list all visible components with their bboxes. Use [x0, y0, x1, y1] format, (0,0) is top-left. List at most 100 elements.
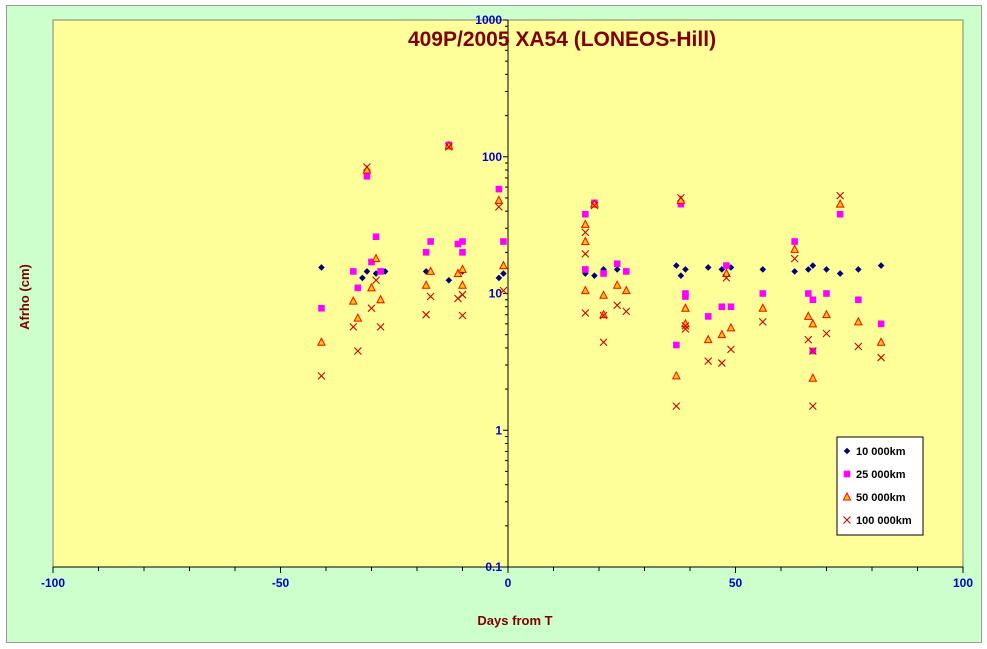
data-point	[805, 266, 812, 273]
data-point	[426, 266, 436, 275]
data-point	[809, 296, 817, 304]
chart-area: 0.1 1 10 100 1000 -100 -50 0 50 100 409P/2005 XA5…	[6, 5, 982, 643]
data-point	[422, 249, 430, 256]
data-point	[703, 334, 713, 344]
data-point	[672, 402, 681, 411]
series-triangle	[317, 140, 886, 382]
data-point	[673, 262, 680, 269]
scatter-chart: 0.1 1 10 100 1000 -100 -50 0 50 100 409P/2005 XA5…	[17, 13, 973, 628]
data-point	[499, 260, 508, 270]
data-point	[458, 311, 467, 320]
data-point	[458, 264, 467, 273]
data-point	[681, 303, 690, 312]
data-point	[855, 266, 862, 273]
data-point	[671, 370, 681, 380]
data-point	[599, 311, 608, 320]
data-point	[726, 322, 736, 332]
x-tick-label: -50	[272, 576, 290, 590]
data-point	[808, 373, 818, 382]
data-point	[421, 280, 431, 289]
x-axis-title: Days from T	[477, 613, 552, 628]
data-point	[318, 304, 325, 312]
data-point	[367, 282, 376, 292]
data-point	[759, 290, 767, 297]
data-point	[677, 194, 685, 202]
data-point	[363, 172, 371, 180]
data-point	[372, 270, 380, 277]
data-point	[853, 316, 863, 326]
data-point	[600, 270, 607, 277]
y-tick-label: 1	[495, 423, 502, 437]
data-point	[681, 325, 690, 333]
data-point	[704, 313, 712, 320]
data-point	[499, 286, 508, 295]
data-point	[682, 293, 689, 300]
data-point	[808, 402, 817, 411]
legend-box	[836, 436, 924, 536]
data-point	[580, 236, 590, 246]
data-point	[623, 268, 630, 275]
data-point	[350, 268, 357, 275]
y-tick-label: 1000	[475, 13, 502, 27]
data-point	[843, 470, 851, 478]
x-tick-label: 100	[953, 576, 973, 590]
y-tick-label: 100	[482, 150, 502, 164]
data-point	[363, 268, 371, 275]
data-point	[677, 200, 685, 208]
data-point	[458, 290, 467, 299]
data-point	[805, 290, 812, 297]
data-point	[580, 219, 590, 228]
data-point	[727, 345, 735, 354]
data-point	[843, 516, 851, 524]
data-point	[495, 185, 503, 193]
data-point	[376, 294, 386, 304]
data-point	[791, 238, 798, 245]
data-point	[842, 491, 852, 501]
data-point	[722, 274, 731, 282]
x-tick-label: -100	[41, 576, 65, 590]
data-point	[843, 447, 851, 455]
data-point	[854, 342, 863, 351]
data-point	[718, 303, 726, 311]
data-point	[500, 270, 507, 277]
data-point	[581, 249, 590, 258]
data-point	[803, 311, 813, 320]
data-point	[372, 233, 380, 241]
data-point	[444, 143, 453, 151]
data-point	[808, 347, 817, 355]
legend-label: 25 000km	[856, 469, 906, 481]
data-point	[876, 337, 886, 346]
data-point	[454, 240, 462, 248]
series-square	[318, 141, 885, 355]
data-point	[580, 285, 590, 295]
data-point	[682, 266, 689, 273]
data-point	[317, 371, 326, 380]
data-point	[823, 266, 830, 273]
data-point	[377, 268, 384, 275]
legend-label: 10 000km	[856, 446, 906, 458]
x-tick-label: 50	[729, 576, 743, 590]
data-point	[426, 292, 435, 301]
y-axis-title: Afrho (cm)	[17, 264, 32, 330]
data-point	[422, 310, 430, 319]
x-tick-label: 0	[505, 576, 512, 590]
data-point	[835, 199, 845, 208]
data-point	[590, 201, 599, 210]
data-point	[613, 301, 622, 310]
data-point	[454, 294, 462, 303]
data-point	[495, 274, 503, 282]
data-point	[613, 260, 621, 268]
data-point	[348, 295, 358, 305]
data-point	[612, 280, 622, 289]
data-point	[495, 202, 503, 211]
data-point	[367, 304, 376, 313]
data-point	[376, 322, 385, 331]
data-point	[704, 264, 712, 271]
series-x	[317, 143, 885, 411]
data-point	[500, 238, 507, 245]
data-point	[349, 322, 358, 331]
data-point	[458, 280, 467, 289]
data-point	[808, 318, 818, 328]
data-point	[317, 337, 326, 346]
data-point	[717, 329, 727, 339]
